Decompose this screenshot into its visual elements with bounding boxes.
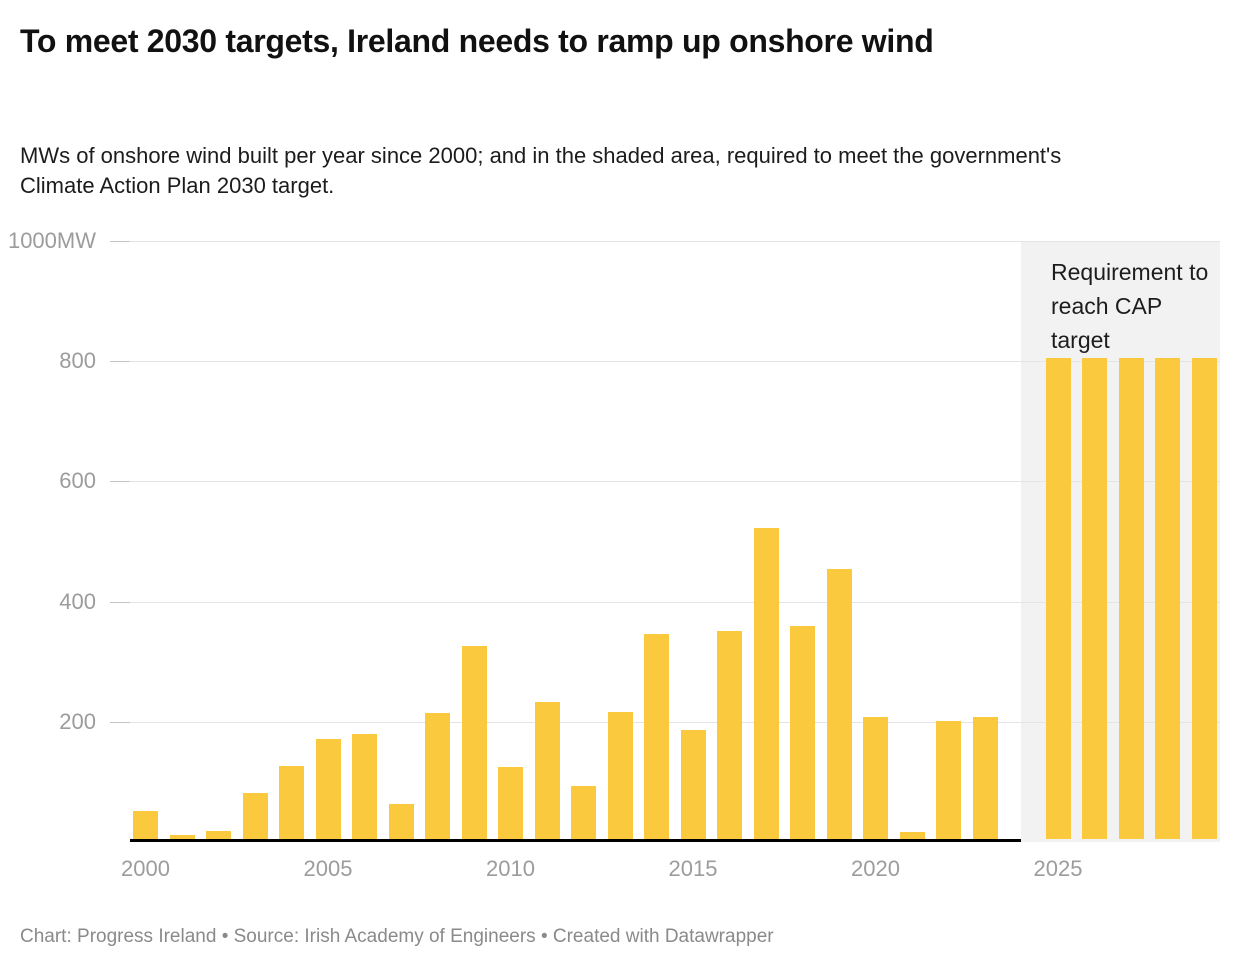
y-tick-label-1000: 1000MW (7, 228, 96, 253)
bar-2018[interactable] (790, 626, 815, 839)
y-tick-label-400: 400 (59, 588, 96, 614)
chart-subtitle: MWs of onshore wind built per year since… (20, 143, 1062, 198)
bar-2021[interactable] (899, 832, 925, 839)
x-tick-label-2015: 2015 (668, 856, 718, 881)
bar-2004[interactable] (279, 766, 304, 839)
x-axis-labels: 2000 2005 2010 2015 2020 2025 (121, 856, 1220, 886)
bar-2017[interactable] (753, 528, 779, 839)
bar-2005[interactable] (315, 739, 341, 839)
chart-credit: Chart: Progress Ireland • Source: Irish … (20, 926, 774, 947)
bar-2027[interactable] (1118, 358, 1144, 839)
bar-2009[interactable] (461, 646, 487, 839)
bar-2016[interactable] (717, 631, 742, 839)
x-tick-label-2020: 2020 (851, 856, 900, 881)
gridline-600: 600 (59, 468, 1220, 493)
bar-2012[interactable] (571, 786, 596, 839)
bar-2015[interactable] (680, 730, 706, 839)
x-tick-label-2005: 2005 (303, 856, 353, 881)
bar-2001[interactable] (169, 835, 195, 839)
bar-2029[interactable] (1191, 358, 1217, 839)
bar-2006[interactable] (352, 734, 377, 839)
x-tick-label-2025: 2025 (1033, 856, 1083, 881)
bar-2019[interactable] (826, 569, 852, 839)
bar-2003[interactable] (242, 793, 268, 839)
bar-2028[interactable] (1155, 358, 1180, 839)
gridline-1000: 1000MW (8, 228, 1220, 253)
chart-title: To meet 2030 targets, Ireland needs to r… (20, 23, 934, 59)
gridline-400: 400 (59, 589, 1220, 614)
bar-2026[interactable] (1082, 358, 1107, 839)
bar-2002[interactable] (206, 831, 231, 839)
bar-2000[interactable] (133, 811, 158, 839)
gridline-200: 200 (59, 709, 1220, 734)
bar-2013[interactable] (607, 712, 633, 839)
x-tick-label-2010: 2010 (486, 856, 535, 881)
gridline-800: 800 (59, 348, 1220, 373)
x-tick-label-2000: 2000 (121, 856, 170, 881)
cap-target-annotation: Requirement to reach CAP target (1051, 259, 1209, 353)
y-tick-label-800: 800 (59, 348, 96, 374)
bar-2007[interactable] (388, 804, 414, 839)
y-tick-label-200: 200 (59, 708, 96, 734)
bar-2010[interactable] (498, 767, 523, 839)
bar-2025[interactable] (1045, 358, 1071, 839)
y-tick-label-600: 600 (59, 468, 96, 494)
bar-2011[interactable] (534, 702, 560, 839)
bar-2014[interactable] (644, 634, 669, 839)
bar-2023[interactable] (972, 717, 998, 839)
bar-2022[interactable] (936, 721, 961, 839)
plot-area: Requirement to reach CAP target 2000 2005… (8, 228, 1220, 881)
bar-2008[interactable] (425, 713, 450, 839)
bar-2020[interactable] (863, 717, 888, 839)
